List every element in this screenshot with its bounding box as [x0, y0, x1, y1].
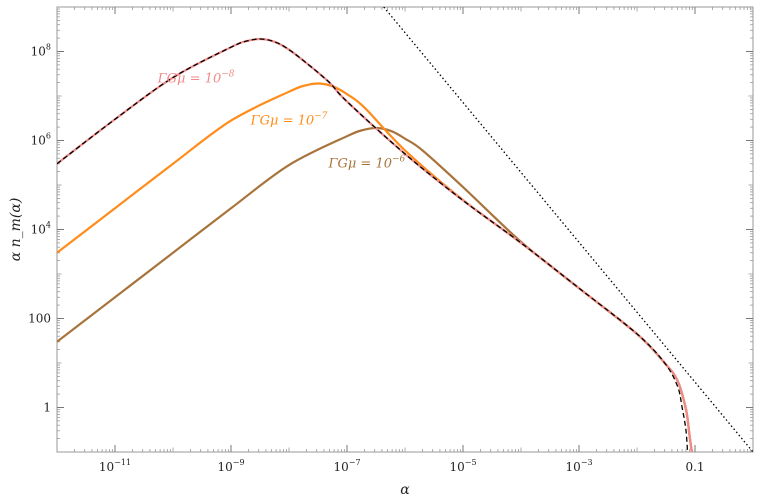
y-tick-label: 1 [43, 401, 51, 415]
y-tick-label-exponent: 4 [46, 221, 51, 230]
x-tick-label-base: 10 [99, 460, 114, 474]
x-tick-label: 10−7 [333, 458, 360, 474]
x-tick-label-exponent: −9 [233, 458, 245, 467]
series-label-exponent: −7 [314, 111, 328, 121]
series-label-2: ΓGμ = 10−7 [250, 111, 328, 128]
y-tick-label-base: 10 [31, 223, 46, 237]
x-tick-label-base: 0.1 [685, 460, 704, 474]
x-axis-title: α [400, 482, 410, 498]
dashed-curve [57, 38, 689, 452]
x-tick-label: 10−5 [449, 458, 476, 474]
series-line-1 [57, 37, 693, 452]
x-tick-label-exponent: −5 [465, 458, 477, 467]
y-tick-label: 108 [31, 43, 51, 59]
y-tick-label-base: 1 [43, 401, 51, 415]
x-tick-label-base: 10 [333, 460, 348, 474]
x-tick-label: 0.1 [685, 460, 704, 474]
y-tick-label-base: 10 [31, 45, 46, 59]
y-tick-label-base: 100 [28, 312, 51, 326]
series-label-exponent: −6 [392, 154, 406, 164]
x-tick-label: 10−9 [217, 458, 244, 474]
series-label-text: ΓGμ = 10 [250, 113, 315, 128]
dotted-power-law-line [383, 7, 753, 452]
y-axis-title: α n_m(α) [8, 198, 24, 262]
series-layer [57, 7, 753, 452]
major-ticks [57, 7, 753, 452]
series-label-text: ΓGμ = 10 [157, 72, 222, 87]
y-tick-label-exponent: 8 [46, 43, 51, 52]
y-tick-label: 104 [31, 221, 51, 237]
y-tick-label-exponent: 6 [46, 132, 51, 141]
series-line-3 [57, 126, 693, 452]
x-tick-label-exponent: −7 [349, 458, 361, 467]
x-tick-label-exponent: −11 [114, 458, 131, 467]
y-tick-label-base: 10 [31, 134, 46, 148]
series-label-exponent: −8 [221, 70, 235, 80]
series-label-3: ΓGμ = 10−6 [327, 154, 405, 171]
x-tick-label: 10−11 [99, 458, 131, 474]
y-tick-label: 100 [28, 312, 51, 326]
y-tick-label: 106 [31, 132, 51, 148]
x-tick-label-base: 10 [217, 460, 232, 474]
x-tick-label-base: 10 [565, 460, 580, 474]
series-label-text: ΓGμ = 10 [327, 156, 392, 171]
x-tick-label: 10−3 [565, 458, 592, 474]
x-tick-label-exponent: −3 [581, 458, 593, 467]
series-label-1: ΓGμ = 10−8 [157, 70, 235, 87]
x-tick-label-base: 10 [449, 460, 464, 474]
